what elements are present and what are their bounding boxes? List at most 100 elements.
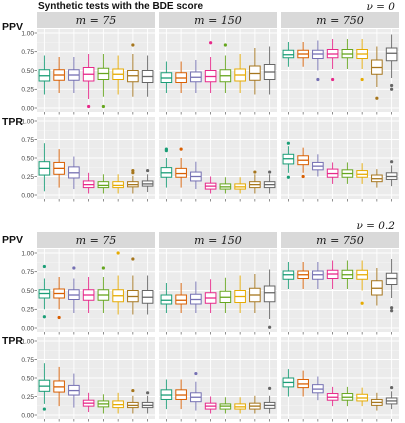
- box: [249, 170, 261, 194]
- outlier-point: [286, 175, 290, 179]
- box: [385, 386, 398, 410]
- y-tick-label: 0.50: [21, 68, 34, 75]
- box: [341, 260, 354, 289]
- y-tick-label: 0.50: [21, 155, 34, 162]
- outlier-point: [360, 301, 364, 305]
- box: [371, 46, 383, 100]
- box: [97, 394, 110, 414]
- box: [68, 373, 80, 408]
- outlier-point: [131, 168, 135, 173]
- outlier-point: [131, 257, 135, 261]
- box: [312, 40, 324, 82]
- box: [112, 251, 124, 315]
- box: [68, 266, 80, 313]
- box: [97, 174, 110, 194]
- box: [312, 262, 324, 289]
- box-iqr: [282, 49, 295, 59]
- box: [160, 283, 173, 313]
- y-tick-label: 1.00: [21, 338, 34, 345]
- box: [141, 275, 154, 315]
- box: [356, 387, 368, 407]
- box: [263, 46, 276, 95]
- block-nu-0-2: ν = 0.2 PPV TPR m = 75 m = 150 m = 750: [2, 220, 399, 347]
- box: [249, 48, 261, 95]
- box: [141, 391, 154, 414]
- box: [356, 163, 368, 184]
- box: [204, 176, 217, 194]
- box: [38, 363, 51, 411]
- box: [356, 260, 368, 305]
- box: [249, 395, 261, 414]
- outlier-point: [268, 170, 272, 174]
- strip-m-750: [281, 232, 399, 248]
- box: [341, 39, 354, 69]
- y-tick-label: 0.25: [21, 394, 34, 401]
- box: [53, 57, 65, 93]
- outlier-point: [87, 104, 91, 109]
- row-label-ppv: PPV: [2, 234, 23, 246]
- outlier-point: [360, 77, 364, 82]
- outlier-point: [390, 306, 394, 310]
- box: [297, 370, 309, 397]
- box: [219, 397, 232, 414]
- box-iqr: [175, 167, 187, 178]
- box: [297, 147, 309, 179]
- y-tick-label: 0.25: [21, 307, 34, 314]
- box: [282, 262, 295, 289]
- outlier-point: [209, 41, 213, 45]
- y-tick-label: 0.50: [21, 375, 34, 382]
- y-tick-label: 0.00: [21, 412, 34, 419]
- box: [204, 41, 217, 93]
- y-tick-label: 0.00: [21, 192, 34, 199]
- box-iqr: [175, 294, 187, 305]
- box: [112, 174, 124, 194]
- outlier-point: [316, 77, 320, 82]
- box: [53, 277, 65, 320]
- box-iqr: [160, 294, 173, 305]
- outlier-point: [194, 371, 198, 376]
- strip-label: m = 75: [76, 14, 117, 27]
- box: [38, 143, 51, 192]
- strip-m-150: [159, 12, 277, 28]
- box: [204, 279, 217, 313]
- y-tick-label: 0.00: [21, 325, 34, 332]
- strip-label: m = 150: [194, 234, 242, 247]
- outlier-point: [253, 170, 257, 174]
- box: [282, 369, 295, 397]
- box: [282, 42, 295, 67]
- box: [341, 162, 354, 184]
- box: [141, 168, 154, 193]
- box: [312, 154, 324, 177]
- box: [112, 55, 124, 95]
- strip-label: m = 750: [316, 14, 364, 27]
- box: [82, 392, 95, 413]
- outlier-point: [268, 386, 272, 390]
- y-tick-label: 0.75: [21, 269, 34, 276]
- outlier-point: [42, 407, 46, 411]
- box: [160, 147, 173, 188]
- box: [263, 386, 276, 414]
- box: [97, 266, 110, 313]
- outlier-point: [101, 266, 105, 270]
- row-label-tpr: TPR: [2, 116, 23, 128]
- row-label-ppv: PPV: [2, 21, 23, 33]
- outlier-point: [390, 87, 394, 91]
- nu-label: ν = 0.2: [356, 220, 395, 232]
- block-nu-0: ν = 0 PPV TPR m = 75 m = 150 m = 750: [2, 1, 399, 128]
- box: [160, 61, 173, 93]
- outlier-point: [164, 149, 168, 153]
- figure-title: Synthetic tests with the BDE score: [38, 1, 203, 12]
- y-tick-label: 0.75: [21, 357, 34, 364]
- box: [356, 39, 368, 82]
- box: [297, 42, 309, 67]
- outlier-point: [179, 147, 183, 151]
- outlier-point: [42, 264, 46, 269]
- box: [219, 277, 232, 313]
- outlier-point: [390, 160, 394, 164]
- box: [385, 34, 398, 91]
- box: [326, 39, 339, 82]
- outlier-point: [101, 104, 105, 109]
- y-tick-label: 1.00: [21, 30, 34, 37]
- box-iqr: [385, 47, 398, 62]
